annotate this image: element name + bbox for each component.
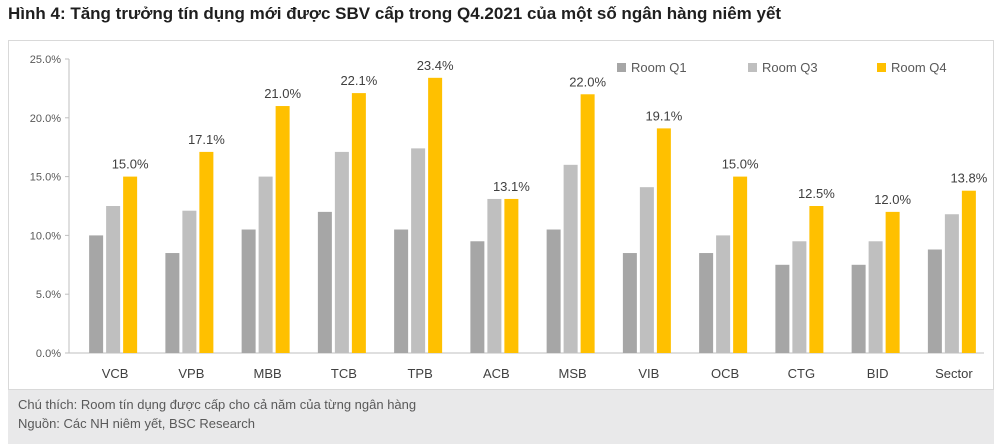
legend-label: Room Q3	[762, 60, 818, 75]
x-tick-label: ACB	[483, 366, 510, 381]
x-tick-label: TPB	[407, 366, 432, 381]
figure-title: Hình 4: Tăng trưởng tín dụng mới được SB…	[8, 4, 782, 23]
bar-room-q4-vib	[656, 128, 671, 353]
data-label: 15.0%	[722, 157, 759, 172]
bar-room-q4-sector	[961, 190, 976, 353]
bar-room-q4-mbb	[275, 106, 290, 353]
bar-room-q4-msb	[580, 94, 595, 353]
bar-room-q1-vcb	[89, 235, 104, 353]
bar-room-q1-mbb	[241, 229, 256, 353]
bar-room-q4-ctg	[809, 206, 824, 353]
data-label: 13.1%	[493, 179, 530, 194]
bar-room-q1-sector	[927, 249, 942, 353]
y-tick-label: 20.0%	[30, 113, 61, 125]
bar-room-q3-vcb	[106, 206, 121, 353]
bar-room-q1-ocb	[699, 253, 714, 353]
bar-room-q3-mbb	[258, 176, 273, 353]
bar-room-q4-acb	[504, 198, 519, 353]
bar-room-q4-vcb	[123, 176, 138, 353]
bar-room-q3-ocb	[716, 235, 731, 353]
data-label: 22.0%	[569, 74, 606, 89]
x-tick-label: TCB	[331, 366, 357, 381]
footnote: Chú thích: Room tín dụng được cấp cho cả…	[18, 397, 417, 412]
bar-chart: 0.0% 5.0% 10.0% 15.0% 20.0% 25.0% 15.0% VCB 17.1…	[30, 54, 988, 381]
y-tick-label: 25.0%	[30, 54, 61, 66]
chart-panel: 0.0% 5.0% 10.0% 15.0% 20.0% 25.0% 15.0% VCB 17.1…	[8, 40, 994, 390]
x-tick-label: MSB	[559, 366, 587, 381]
bar-room-q3-tcb	[334, 151, 349, 353]
legend-label: Room Q4	[891, 60, 947, 75]
bar-room-q4-tcb	[351, 93, 366, 353]
legend-swatch	[617, 63, 626, 72]
y-tick-label: 15.0%	[30, 172, 61, 184]
data-label: 12.0%	[874, 192, 911, 207]
y-tick-label: 10.0%	[30, 230, 61, 242]
x-tick-label: OCB	[711, 366, 739, 381]
x-tick-label: Sector	[935, 366, 973, 381]
x-tick-label: BID	[867, 366, 889, 381]
x-tick-label: VPB	[178, 366, 204, 381]
bar-room-q1-ctg	[775, 264, 790, 353]
bar-room-q1-bid	[851, 264, 866, 353]
x-tick-label: VCB	[102, 366, 129, 381]
data-label: 15.0%	[112, 157, 149, 172]
bar-room-q3-vpb	[182, 210, 197, 353]
bar-room-q4-ocb	[733, 176, 748, 353]
bar-room-q4-vpb	[199, 151, 214, 353]
bar-room-q1-acb	[470, 241, 485, 353]
data-label: 19.1%	[645, 108, 682, 123]
chart-footer: Chú thích: Room tín dụng được cấp cho cả…	[8, 390, 994, 444]
bar-room-q3-acb	[487, 198, 502, 353]
bar-room-q3-sector	[944, 214, 959, 353]
x-tick-label: VIB	[638, 366, 659, 381]
data-label: 22.1%	[340, 73, 377, 88]
bar-room-q4-bid	[885, 211, 900, 353]
bar-room-q1-tpb	[394, 229, 409, 353]
data-label: 23.4%	[417, 58, 454, 73]
bar-room-q3-bid	[868, 241, 883, 353]
bar-room-q3-msb	[563, 164, 578, 353]
bar-room-q4-tpb	[428, 77, 443, 353]
bar-room-q1-msb	[546, 229, 561, 353]
y-tick-label: 5.0%	[36, 289, 61, 301]
x-tick-label: MBB	[254, 366, 282, 381]
legend-label: Room Q1	[631, 60, 687, 75]
data-label: 13.8%	[950, 171, 987, 186]
y-tick-label: 0.0%	[36, 348, 61, 360]
legend-swatch	[877, 63, 886, 72]
data-label: 21.0%	[264, 86, 301, 101]
bar-room-q3-ctg	[792, 241, 807, 353]
bar-room-q3-vib	[639, 187, 654, 353]
data-label: 12.5%	[798, 186, 835, 201]
data-label: 17.1%	[188, 132, 225, 147]
legend-swatch	[748, 63, 757, 72]
source-note: Nguồn: Các NH niêm yết, BSC Research	[18, 416, 255, 431]
bar-room-q1-vpb	[165, 253, 180, 353]
bar-room-q1-tcb	[317, 211, 332, 353]
x-tick-label: CTG	[788, 366, 815, 381]
bar-room-q3-tpb	[411, 148, 426, 353]
bar-room-q1-vib	[622, 253, 637, 353]
